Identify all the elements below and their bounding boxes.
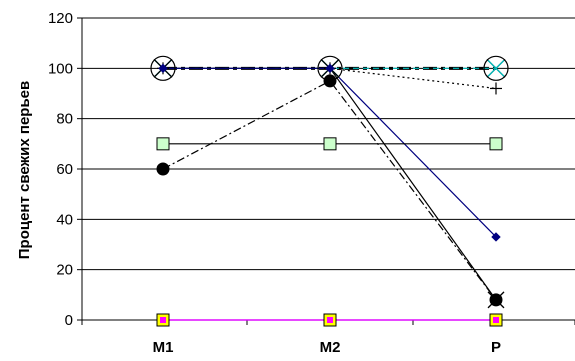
y-tick-label: 40 xyxy=(56,211,73,228)
y-tick-label: 100 xyxy=(48,60,73,77)
axis-labels: 0 20 40 60 80 100 120 M1 M2 P xyxy=(48,10,501,356)
x-tick-label: M2 xyxy=(320,339,341,356)
data-point xyxy=(160,317,166,323)
y-tick-label: 20 xyxy=(56,262,73,279)
series-markers xyxy=(150,55,509,327)
data-point xyxy=(158,63,168,74)
data-point xyxy=(325,63,335,74)
data-point xyxy=(156,137,170,151)
data-point xyxy=(490,82,502,95)
data-point xyxy=(156,162,170,176)
data-point xyxy=(489,137,503,151)
data-point xyxy=(487,59,505,77)
data-point xyxy=(491,232,501,242)
data-point xyxy=(493,317,499,323)
series-line xyxy=(163,67,497,301)
x-tick-label: M1 xyxy=(153,339,174,356)
y-tick-label: 0 xyxy=(65,312,73,329)
series-lines xyxy=(162,66,497,321)
series-line xyxy=(163,67,497,238)
y-axis-title: Процент свежих перьев xyxy=(16,81,33,259)
y-tick-label: 60 xyxy=(56,161,73,178)
y-tick-label: 80 xyxy=(56,111,73,128)
data-point xyxy=(323,74,337,88)
x-tick-label: P xyxy=(491,339,501,356)
data-point xyxy=(323,137,337,151)
data-point xyxy=(327,317,333,323)
y-tick-label: 120 xyxy=(48,10,73,27)
data-point xyxy=(489,293,503,307)
series-line xyxy=(162,80,497,301)
